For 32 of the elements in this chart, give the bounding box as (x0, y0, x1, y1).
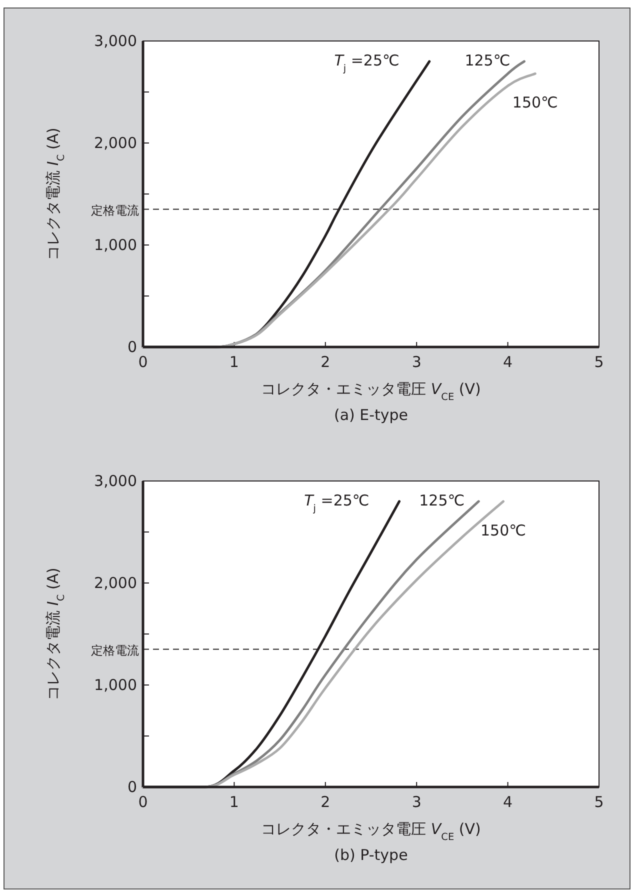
text: (b) P-type (334, 846, 408, 864)
y-tick-label: 1,000 (94, 676, 137, 694)
series-label: 125℃ (419, 491, 465, 510)
x-tick-label: 2 (320, 353, 330, 371)
series-label: 125℃ (464, 51, 510, 70)
series-label: 150℃ (480, 521, 526, 540)
x-tick-label: 2 (320, 793, 330, 811)
text: (a) E-type (334, 406, 408, 424)
x-tick-label: 3 (412, 793, 422, 811)
x-tick-label: 5 (594, 353, 604, 371)
y-tick-label: 0 (127, 778, 137, 796)
x-tick-label: 0 (138, 793, 148, 811)
x-axis-title: コレクタ・エミッタ電圧 V$_{CE}$ (V) (261, 380, 481, 402)
y-tick-label: 3,000 (94, 472, 137, 490)
y-tick-label: 2,000 (94, 574, 137, 592)
y-tick-label: 2,000 (94, 134, 137, 152)
x-tick-label: 1 (229, 353, 239, 371)
series-label: T$_{j}$ =25℃ (334, 51, 400, 74)
x-tick-label: 4 (503, 793, 513, 811)
ref-line-label: 定格電流 (91, 643, 139, 658)
series-label: T$_{j}$ =25℃ (304, 491, 370, 514)
series-label: 150℃ (512, 94, 558, 112)
x-tick-label: 5 (594, 793, 604, 811)
x-tick-label: 1 (229, 793, 239, 811)
y-tick-label: 0 (127, 338, 137, 356)
ref-line-label: 定格電流 (91, 203, 139, 218)
y-tick-label: 3,000 (94, 32, 137, 50)
y-tick-label: 1,000 (94, 236, 137, 254)
x-axis-title: コレクタ・エミッタ電圧 V$_{CE}$ (V) (261, 820, 481, 842)
x-tick-label: 0 (138, 353, 148, 371)
x-tick-label: 4 (503, 353, 513, 371)
x-tick-label: 3 (412, 353, 422, 371)
